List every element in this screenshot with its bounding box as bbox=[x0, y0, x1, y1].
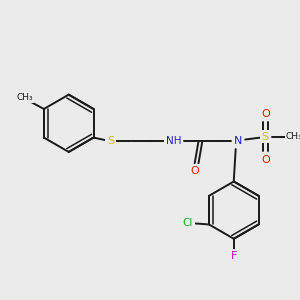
Text: O: O bbox=[261, 109, 270, 119]
Text: NH: NH bbox=[166, 136, 182, 146]
Text: Cl: Cl bbox=[183, 218, 193, 227]
Text: O: O bbox=[261, 154, 270, 164]
Text: S: S bbox=[262, 132, 269, 142]
Text: F: F bbox=[231, 251, 237, 261]
Text: CH₃: CH₃ bbox=[286, 132, 300, 141]
Text: CH₃: CH₃ bbox=[16, 93, 33, 102]
Text: N: N bbox=[234, 136, 243, 146]
Text: O: O bbox=[190, 166, 199, 176]
Text: S: S bbox=[107, 136, 114, 146]
